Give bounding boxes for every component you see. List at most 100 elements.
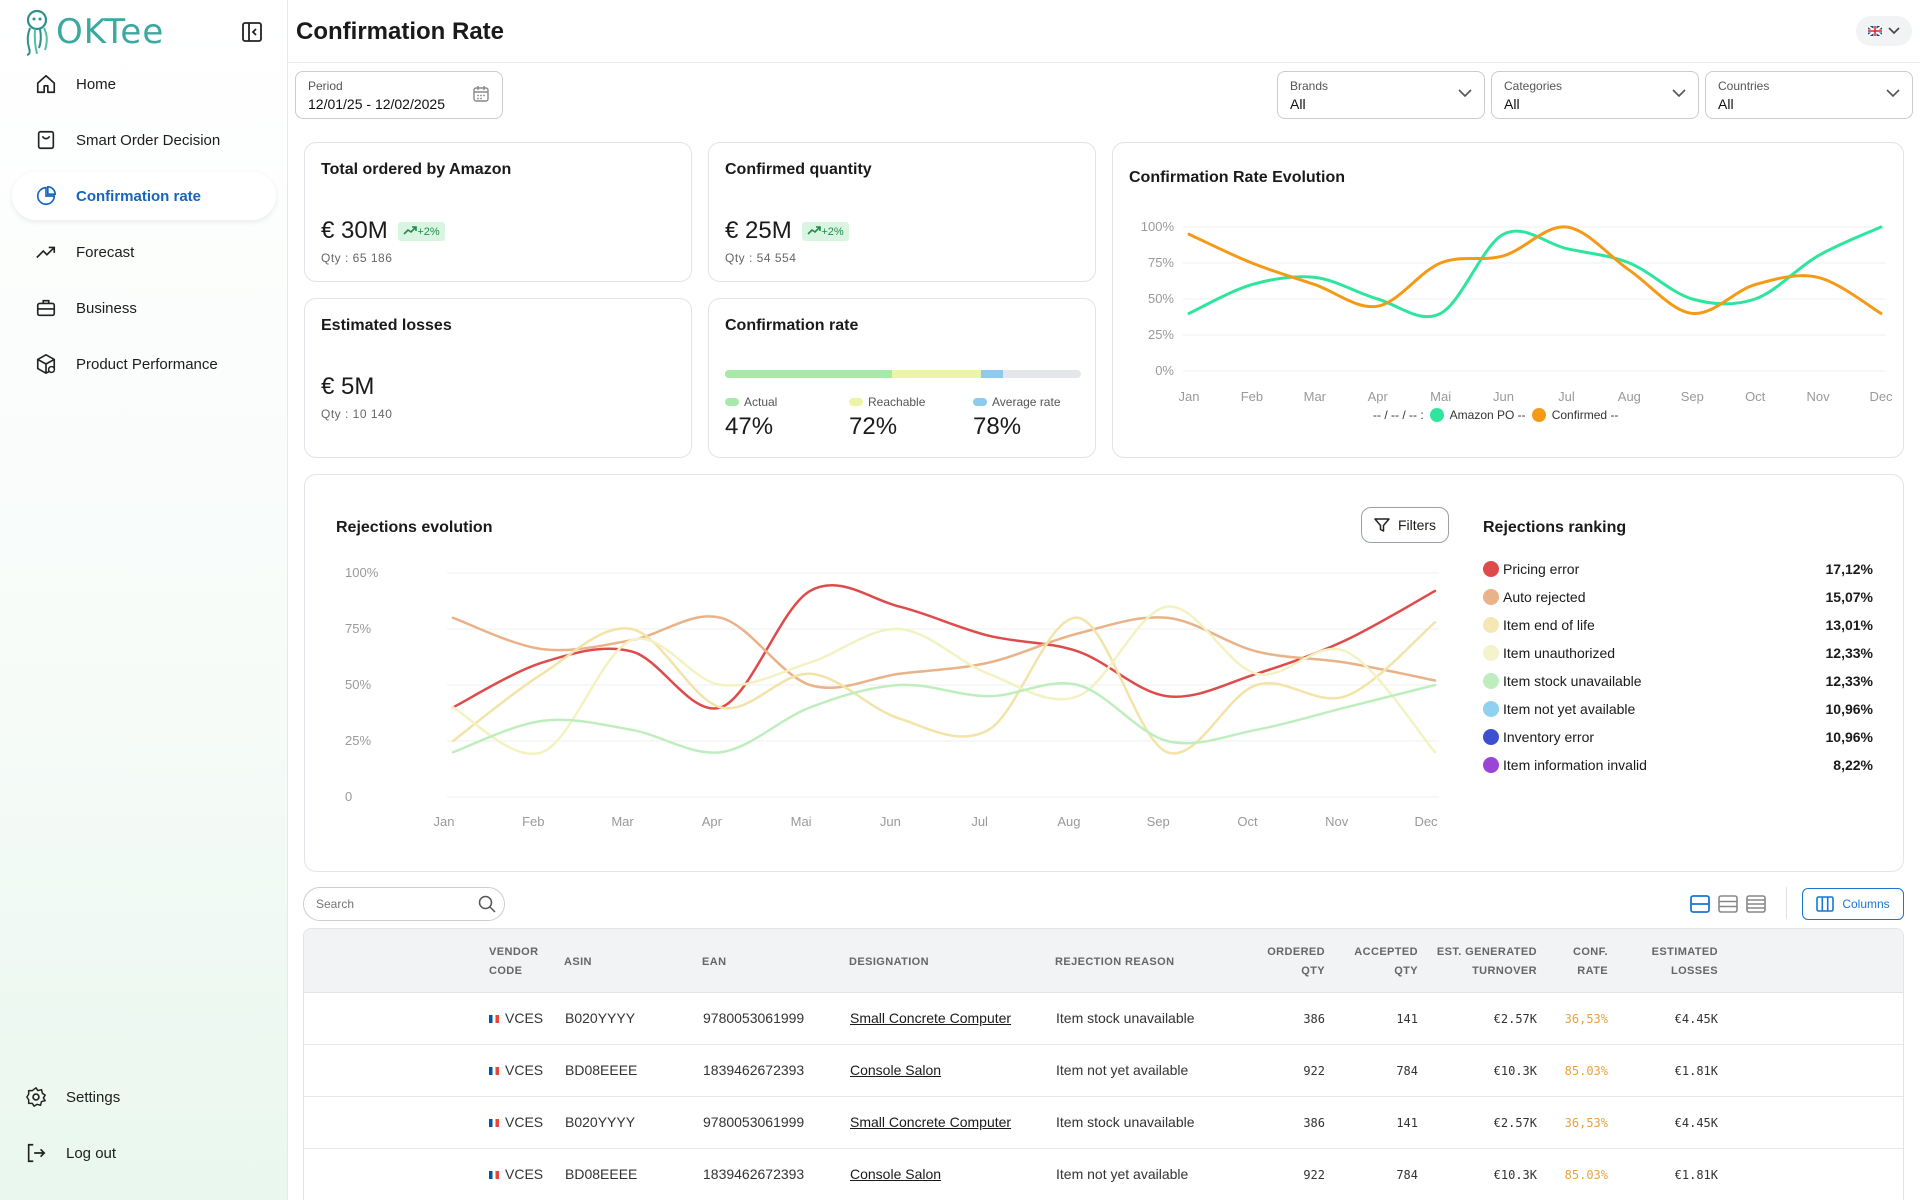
header-divider [288,62,1920,63]
table-row[interactable]: VCES BD08EEEE 1839462672393 Console Salo… [304,1149,1903,1200]
table-row[interactable]: VCES B020YYYY 9780053061999 Small Concre… [304,1097,1903,1149]
vendor-text: VCES [505,1114,544,1130]
cell-conf-rate: 36,53% [1564,1116,1608,1130]
actual-value: 47% [725,413,774,440]
cell-ean: 1839462672393 [703,1166,805,1182]
ranking-name: Auto rejected [1503,589,1586,605]
chart-title: Confirmation Rate Evolution [1129,169,1345,186]
cell-designation-link[interactable]: Small Concrete Computer [850,1010,1012,1026]
nav-item-home[interactable]: Home [12,60,276,108]
table-row[interactable]: VCES B020YYYY 9780053061999 Small Concre… [304,993,1903,1045]
series-line-item-stock-unavailable [451,682,1437,754]
nav-item-settings[interactable]: Settings [12,1073,276,1121]
search-input[interactable] [303,887,505,921]
ranking-item-auto-rejected: Auto rejected 15,07% [1483,583,1873,611]
language-selector[interactable] [1856,16,1912,46]
nav-item-label: Confirmation rate [76,187,202,205]
logout-icon [24,1141,48,1165]
ranking-item-unauthorized: Item unauthorized 12,33% [1483,639,1873,667]
cell-designation-link[interactable]: Console Salon [850,1166,942,1182]
series-line-confirmed [1187,225,1883,315]
rejections-ranking-list: Pricing error 17,12% Auto rejected 15,07% … [1483,555,1873,779]
cell-asin: B020YYYY [565,1010,636,1026]
nav-item-business[interactable]: Business [12,284,276,332]
cell-asin: B020YYYY [565,1114,636,1130]
fr-flag-icon [489,1171,499,1180]
header-vendor-code[interactable]: Vendor code [489,943,538,981]
period-filter[interactable]: Period 12/01/25 - 12/02/2025 [295,71,503,119]
nav-item-label: Smart Order Decision [76,131,221,149]
cell-conf-rate: 85.03% [1564,1168,1608,1182]
bag-icon [34,128,58,152]
cell-conf-rate: 36,53% [1564,1012,1608,1026]
nav-item-label: Product Performance [76,355,218,373]
toolbar-divider [1786,887,1787,919]
main-nav: Home Smart Order Decision Confirmation r… [12,60,276,396]
countries-filter[interactable]: Countries All [1705,71,1913,119]
inventory-error-swatch [1483,729,1499,745]
kpi-title: Estimated losses [321,317,452,334]
cell-ean: 1839462672393 [703,1062,805,1078]
fr-flag-icon [489,1067,499,1076]
series-line-amazon-po [1187,225,1883,319]
columns-button[interactable]: Columns [1802,888,1904,920]
rejections-table: Vendor code ASIN EAN Designation Rejectio… [303,928,1904,1200]
ranking-pct: 15,07% [1825,589,1873,605]
nav-item-smart-order-decision[interactable]: Smart Order Decision [12,116,276,164]
ranking-item-pricing-error: Pricing error 17,12% [1483,555,1873,583]
header-text: rate [1577,965,1608,977]
header-text: Conf. [1573,946,1608,958]
auto-rejected-swatch [1483,589,1499,605]
header-conf-rate[interactable]: Conf. rate [1573,943,1608,981]
chart-title: Rejections evolution [336,519,493,536]
header-ordered-qty[interactable]: Ordered qty [1267,943,1325,981]
density-comfortable-icon[interactable] [1745,893,1767,915]
cell-rejection-reason: Item stock unavailable [1056,1114,1195,1130]
series-line-item-end-of-life [451,616,1437,755]
brands-filter[interactable]: Brands All [1277,71,1485,119]
header-accepted-qty[interactable]: Accepted qty [1354,943,1418,981]
cell-vendor: VCES [489,1166,543,1182]
header-ean[interactable]: EAN [702,956,727,968]
kpi-value: € 30M +2% [321,217,445,245]
nav-item-label: Home [76,75,117,93]
density-standard-icon[interactable] [1717,893,1739,915]
kpi-confirmation-rate: Confirmation rate Actual 47% Reachable 7… [708,298,1096,458]
nav-item-logout[interactable]: Log out [12,1129,276,1177]
nav-item-confirmation-rate[interactable]: Confirmation rate [12,172,276,220]
x-tick-label: Oct [1237,814,1258,829]
filters-button[interactable]: Filters [1361,507,1449,543]
kpi-qty: Qty : 65 186 [321,251,393,265]
nav-item-product-performance[interactable]: Product Performance [12,340,276,388]
density-compact-icon[interactable] [1689,893,1711,915]
cell-rejection-reason: Item not yet available [1056,1062,1189,1078]
period-label: Period [308,79,343,93]
cell-conf-rate: 85.03% [1564,1064,1608,1078]
x-tick-label: Jul [971,814,988,829]
y-tick-label: 100% [1141,219,1175,234]
ranking-item-not-yet-available: Item not yet available 10,96% [1483,695,1873,723]
cell-est-turnover: €2.57K [1493,1012,1537,1026]
cell-designation-link[interactable]: Small Concrete Computer [850,1114,1012,1130]
y-tick-label: 100% [345,565,379,580]
trend-badge-text: +2% [417,226,440,239]
ranking-name: Item unauthorized [1503,645,1616,661]
page-title: Confirmation Rate [296,18,505,45]
cell-ordered-qty: 922 [1303,1064,1325,1078]
header-text: turnover [1472,965,1537,977]
table-row[interactable]: VCES BD08EEEE 1839462672393 Console Salo… [304,1045,1903,1097]
header-rejection-reason[interactable]: Rejection reason [1055,956,1175,968]
collapse-sidebar-button[interactable] [240,20,264,44]
kpi-title: Confirmation rate [725,317,859,334]
cell-designation-link[interactable]: Console Salon [850,1062,942,1078]
information-invalid-swatch [1483,757,1499,773]
header-asin[interactable]: ASIN [564,956,592,968]
header-designation[interactable]: Designation [849,956,929,968]
header-est-turnover[interactable]: Est. generated turnover [1437,943,1537,981]
categories-filter[interactable]: Categories All [1491,71,1699,119]
header-estimated-losses[interactable]: Estimated losses [1652,943,1718,981]
columns-icon [1816,896,1835,912]
cell-rejection-reason: Item stock unavailable [1056,1010,1195,1026]
nav-item-forecast[interactable]: Forecast [12,228,276,276]
ranking-item-information-invalid: Item information invalid 8,22% [1483,751,1873,779]
